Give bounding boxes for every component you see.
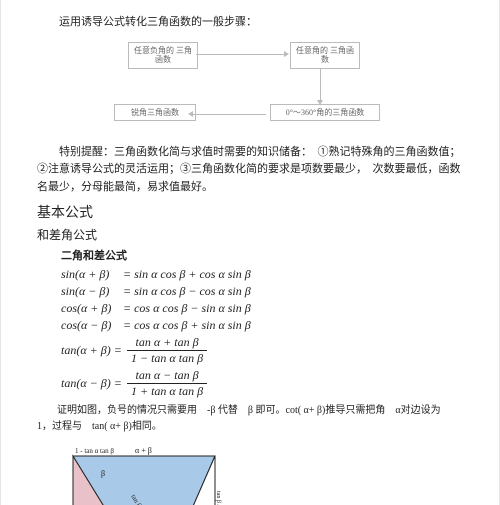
formula-sin-plus: sin(α + β) = sin α cos β + cos α sin β — [61, 267, 463, 282]
heading-sum-diff-sub: 二角和差公式 — [61, 247, 463, 263]
formula-tan-minus: tan(α − β) = tan α − tan β 1 + tan α tan… — [61, 368, 463, 399]
flow-box-1: 任意负角的 三角函数 — [128, 42, 198, 69]
heading-basic-formula: 基本公式 — [37, 202, 463, 222]
flow-box-4: 0°～360°角的三角函数 — [270, 104, 380, 122]
formula-cos-plus: cos(α + β) = cos α cos β − sin α sin β — [61, 301, 463, 316]
tri-label-topmid: α + β — [135, 446, 152, 455]
tri-angle-b: β — [101, 469, 105, 478]
induction-flow-diagram: 任意负角的 三角函数 任意角的 三角函数 锐角三角函数 0°～360°角的三角函… — [100, 38, 400, 138]
flow-box-2: 任意角的 三角函数 — [290, 42, 360, 69]
formula-sin-minus: sin(α − β) = sin α cos β − cos α sin β — [61, 284, 463, 299]
intro-line1: 运用诱导公式转化三角函数的一般步骤： — [37, 14, 463, 32]
tri-label-topleft: 1 - tan α tan β — [75, 447, 114, 455]
special-tip: 特别提醒：三角函数化简与求值时需要的知识储备： ①熟记特殊角的三角函数值；②注意… — [37, 144, 463, 197]
tan-sum-triangle-diagram: 1 - tan α tan β α + β tan β tan β tan β … — [61, 441, 231, 505]
proof-paragraph: 证明如图，负号的情况只需要用 -β 代替 β 即可。cot( α+ β)推导只需… — [37, 403, 463, 435]
flow-box-3: 锐角三角函数 — [114, 104, 196, 122]
heading-sum-diff: 和差角公式 — [37, 226, 463, 243]
formula-cos-minus: cos(α − β) = cos α cos β + sin α sin β — [61, 318, 463, 333]
formula-tan-plus: tan(α + β) = tan α + tan β 1 − tan α tan… — [61, 335, 463, 366]
tri-label-right1: tan β / cos α — [215, 491, 221, 505]
sum-diff-formulas: sin(α + β) = sin α cos β + cos α sin β s… — [61, 267, 463, 399]
